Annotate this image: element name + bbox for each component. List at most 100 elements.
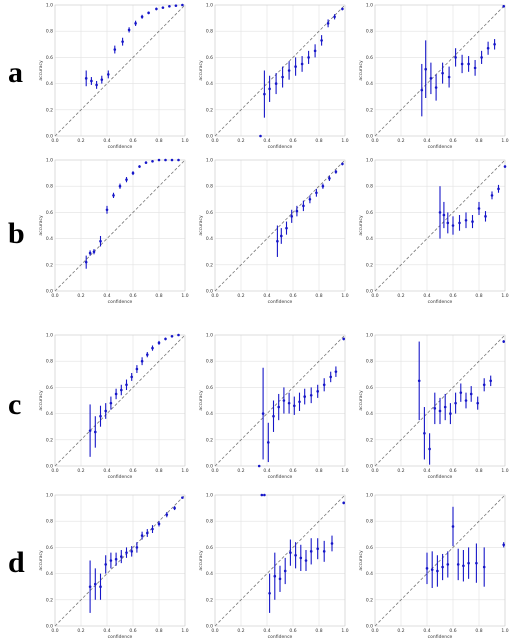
y-axis-title: accuracy <box>358 390 364 411</box>
x-tick-label: 0.8 <box>315 293 322 299</box>
data-point <box>480 56 483 59</box>
data-point <box>342 501 346 505</box>
data-point <box>456 563 460 566</box>
y-tick-label: 0.2 <box>206 262 213 268</box>
diagonal-line <box>54 4 186 137</box>
data-point <box>134 22 137 25</box>
data-point <box>260 493 264 497</box>
data-point <box>170 335 174 338</box>
panel-b-3: 0.0 0.2 0.4 0.6 0.8 1.0 0.0 0.2 0.4 0.6 0.8 1.0 conf… <box>358 158 509 306</box>
x-tick-label: 0.8 <box>155 138 162 144</box>
data-point <box>289 551 292 554</box>
diagonal-line <box>214 334 346 467</box>
x-tick-label: 0.8 <box>475 468 482 474</box>
data-point <box>503 165 507 168</box>
data-point <box>263 92 266 96</box>
data-point <box>316 547 320 551</box>
data-point <box>294 65 297 68</box>
x-axis-title: confidence <box>268 144 293 150</box>
data-point <box>100 78 104 81</box>
x-tick-label: 0.2 <box>77 628 84 634</box>
y-tick-label: 0.0 <box>206 464 213 470</box>
plot-frame <box>54 4 186 137</box>
data-point <box>99 414 102 418</box>
data-point <box>482 383 486 387</box>
y-tick-label: 0.6 <box>206 55 213 61</box>
data-point <box>473 66 477 70</box>
x-tick-label: 1.0 <box>341 138 348 144</box>
x-tick-label: 0.2 <box>237 468 244 474</box>
data-point <box>300 62 304 66</box>
y-tick-label: 0.8 <box>206 184 213 190</box>
x-axis-title: confidence <box>268 474 293 480</box>
data-point <box>304 559 308 562</box>
data-point <box>316 390 320 393</box>
data-point <box>493 43 496 46</box>
x-tick-label: 1.0 <box>501 468 508 474</box>
data-point <box>446 221 450 225</box>
data-point <box>476 401 480 405</box>
diagonal-line <box>374 494 506 627</box>
diagonal-line <box>214 159 346 292</box>
y-tick-label: 0.8 <box>206 359 213 365</box>
panel-a-1: 0.0 0.2 0.4 0.6 0.8 1.0 0.0 0.2 0.4 0.6 0.8 1.0 conf… <box>38 3 189 151</box>
panel-d-2: 0.0 0.2 0.4 0.6 0.8 1.0 0.0 0.2 0.4 0.6 0.8 1.0 conf… <box>198 493 349 641</box>
data-point <box>282 399 286 402</box>
data-point <box>112 194 115 197</box>
x-tick-label: 1.0 <box>341 293 348 299</box>
data-point <box>471 220 474 223</box>
y-tick-label: 1.0 <box>206 333 213 339</box>
diagonal-line <box>54 494 186 627</box>
data-point <box>309 550 313 553</box>
data-point <box>114 557 118 561</box>
plot-frame <box>214 494 346 627</box>
x-tick-label: 0.2 <box>397 293 404 299</box>
y-axis-title: accuracy <box>38 215 44 236</box>
data-point <box>104 409 107 413</box>
data-point <box>469 392 473 396</box>
row-label-d: d <box>8 546 25 579</box>
data-point <box>140 15 144 19</box>
data-point <box>424 67 428 71</box>
data-point <box>502 543 506 547</box>
data-point <box>451 224 455 227</box>
y-tick-label: 0.4 <box>366 81 373 87</box>
data-point <box>127 28 131 32</box>
data-point <box>477 207 481 210</box>
data-point <box>280 234 283 238</box>
data-point <box>462 564 465 568</box>
x-tick-label: 0.2 <box>237 293 244 299</box>
data-point <box>429 77 433 80</box>
data-point <box>342 337 346 341</box>
data-point <box>268 87 271 91</box>
data-point <box>322 383 326 387</box>
x-tick-label: 1.0 <box>501 138 508 144</box>
data-point <box>88 585 92 588</box>
x-tick-label: 0.4 <box>103 628 110 634</box>
x-tick-label: 0.0 <box>371 293 378 299</box>
y-tick-label: 1.0 <box>46 333 53 339</box>
y-tick-label: 0.0 <box>366 464 373 470</box>
data-point <box>121 40 124 43</box>
data-point <box>147 11 150 15</box>
x-tick-label: 0.2 <box>77 468 84 474</box>
x-tick-label: 0.8 <box>155 468 162 474</box>
x-tick-label: 0.6 <box>449 628 456 634</box>
data-point <box>94 582 97 586</box>
y-tick-label: 0.4 <box>366 236 373 242</box>
data-point <box>315 191 318 195</box>
x-tick-label: 0.4 <box>263 628 270 634</box>
data-point <box>157 522 161 526</box>
y-axis-title: accuracy <box>358 550 364 571</box>
data-point <box>146 531 149 535</box>
y-tick-label: 0.6 <box>46 545 53 551</box>
data-point <box>135 546 139 549</box>
data-point <box>486 46 490 50</box>
y-tick-label: 0.8 <box>46 184 53 190</box>
y-tick-label: 0.0 <box>366 624 373 630</box>
data-point <box>88 251 92 255</box>
data-point <box>135 367 139 371</box>
data-point <box>131 171 135 175</box>
y-axis-title: accuracy <box>38 60 44 81</box>
